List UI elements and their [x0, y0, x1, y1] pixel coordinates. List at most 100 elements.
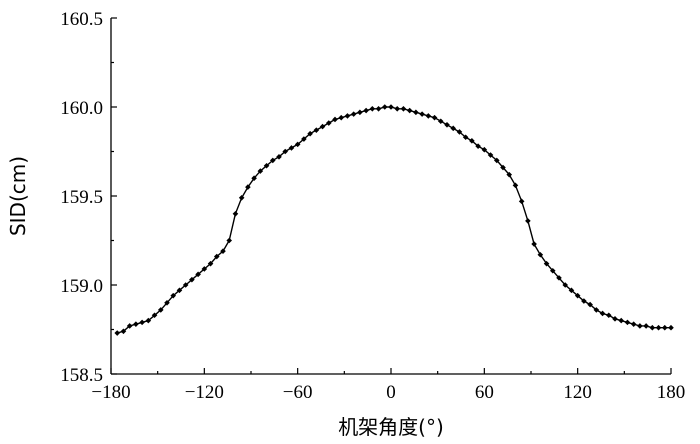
x-tick-label: 0	[386, 382, 396, 403]
data-point	[263, 162, 270, 169]
data-point	[226, 237, 233, 244]
y-tick-label: 158.5	[60, 365, 103, 386]
data-point	[475, 143, 481, 149]
data-point	[456, 129, 463, 135]
data-point	[562, 282, 569, 288]
data-point	[301, 136, 307, 142]
data-point	[668, 324, 674, 331]
data-point	[599, 310, 606, 317]
data-point	[164, 300, 170, 306]
data-point	[556, 275, 562, 281]
series	[114, 104, 674, 336]
data-point	[245, 184, 251, 190]
data-point	[431, 114, 438, 121]
data-point	[500, 164, 506, 171]
data-point	[269, 157, 276, 164]
data-point	[195, 271, 201, 278]
data-point	[307, 130, 313, 137]
data-point	[288, 145, 295, 151]
y-axis-title: SID(cm)	[6, 156, 30, 236]
data-point	[444, 122, 450, 128]
data-point	[543, 260, 550, 267]
data-point	[220, 248, 226, 254]
x-tick-label: −120	[185, 382, 224, 403]
data-point	[145, 317, 152, 324]
tick-labels: −180 −120 −60 0 60 120 180 158.5 159.0 159.5 160.0…	[60, 9, 685, 403]
data-point	[369, 105, 376, 112]
data-point	[170, 292, 177, 299]
data-point	[413, 109, 419, 116]
data-point	[133, 321, 139, 327]
data-point	[238, 194, 245, 201]
data-point	[338, 114, 345, 121]
data-point	[574, 292, 581, 299]
data-point	[537, 251, 544, 258]
data-point	[450, 125, 457, 132]
data-point	[257, 168, 264, 174]
x-tick-label: 60	[475, 382, 494, 403]
data-point	[114, 330, 121, 336]
data-point	[350, 111, 357, 117]
data-point	[437, 118, 444, 125]
x-axis-title: 机架角度(°)	[338, 415, 444, 439]
data-point	[493, 157, 500, 164]
data-point	[182, 282, 189, 288]
data-point	[643, 323, 649, 329]
data-point	[151, 312, 158, 319]
data-point	[282, 148, 289, 155]
data-point	[189, 276, 195, 283]
y-tick-label: 160.0	[60, 98, 103, 119]
data-point	[126, 323, 133, 329]
data-point	[207, 260, 214, 267]
data-point	[518, 198, 525, 205]
series-line	[117, 106, 671, 334]
data-point	[618, 317, 625, 324]
y-tick-label: 159.5	[60, 187, 103, 208]
data-point	[251, 175, 257, 181]
data-point	[332, 116, 338, 123]
data-point	[593, 307, 600, 313]
data-point	[630, 321, 637, 327]
data-point	[512, 182, 519, 189]
data-point	[481, 146, 488, 153]
x-tick-label: 180	[657, 382, 686, 403]
data-point	[325, 120, 332, 126]
axes	[110, 18, 671, 375]
y-tick-label: 159.0	[60, 276, 103, 297]
data-point	[201, 266, 208, 272]
data-point	[581, 298, 587, 304]
data-point	[531, 241, 537, 247]
ticks	[110, 17, 672, 375]
x-tick-label: 120	[563, 382, 592, 403]
y-tick-label: 160.5	[60, 9, 103, 30]
data-point	[313, 127, 320, 133]
data-point	[462, 134, 469, 141]
data-point	[375, 105, 382, 112]
data-point	[525, 218, 531, 224]
data-point	[276, 154, 282, 160]
data-point	[400, 105, 407, 112]
data-point	[612, 316, 618, 322]
x-tick-label: −60	[283, 382, 313, 403]
data-point	[506, 171, 513, 178]
data-point	[605, 312, 612, 319]
data-point	[487, 152, 494, 158]
data-point	[232, 211, 239, 217]
data-point	[157, 307, 164, 313]
data-point	[139, 319, 145, 326]
data-point	[649, 324, 656, 331]
data-point	[381, 104, 388, 110]
data-point	[394, 105, 401, 112]
data-point	[213, 253, 220, 260]
data-point	[469, 138, 475, 144]
data-point	[388, 104, 394, 110]
data-point	[357, 109, 363, 116]
data-point	[549, 267, 556, 274]
data-point	[363, 107, 369, 114]
data-point	[176, 287, 183, 294]
data-point	[319, 123, 326, 130]
data-point	[568, 287, 575, 294]
data-point	[344, 113, 351, 119]
data-point	[587, 301, 593, 308]
